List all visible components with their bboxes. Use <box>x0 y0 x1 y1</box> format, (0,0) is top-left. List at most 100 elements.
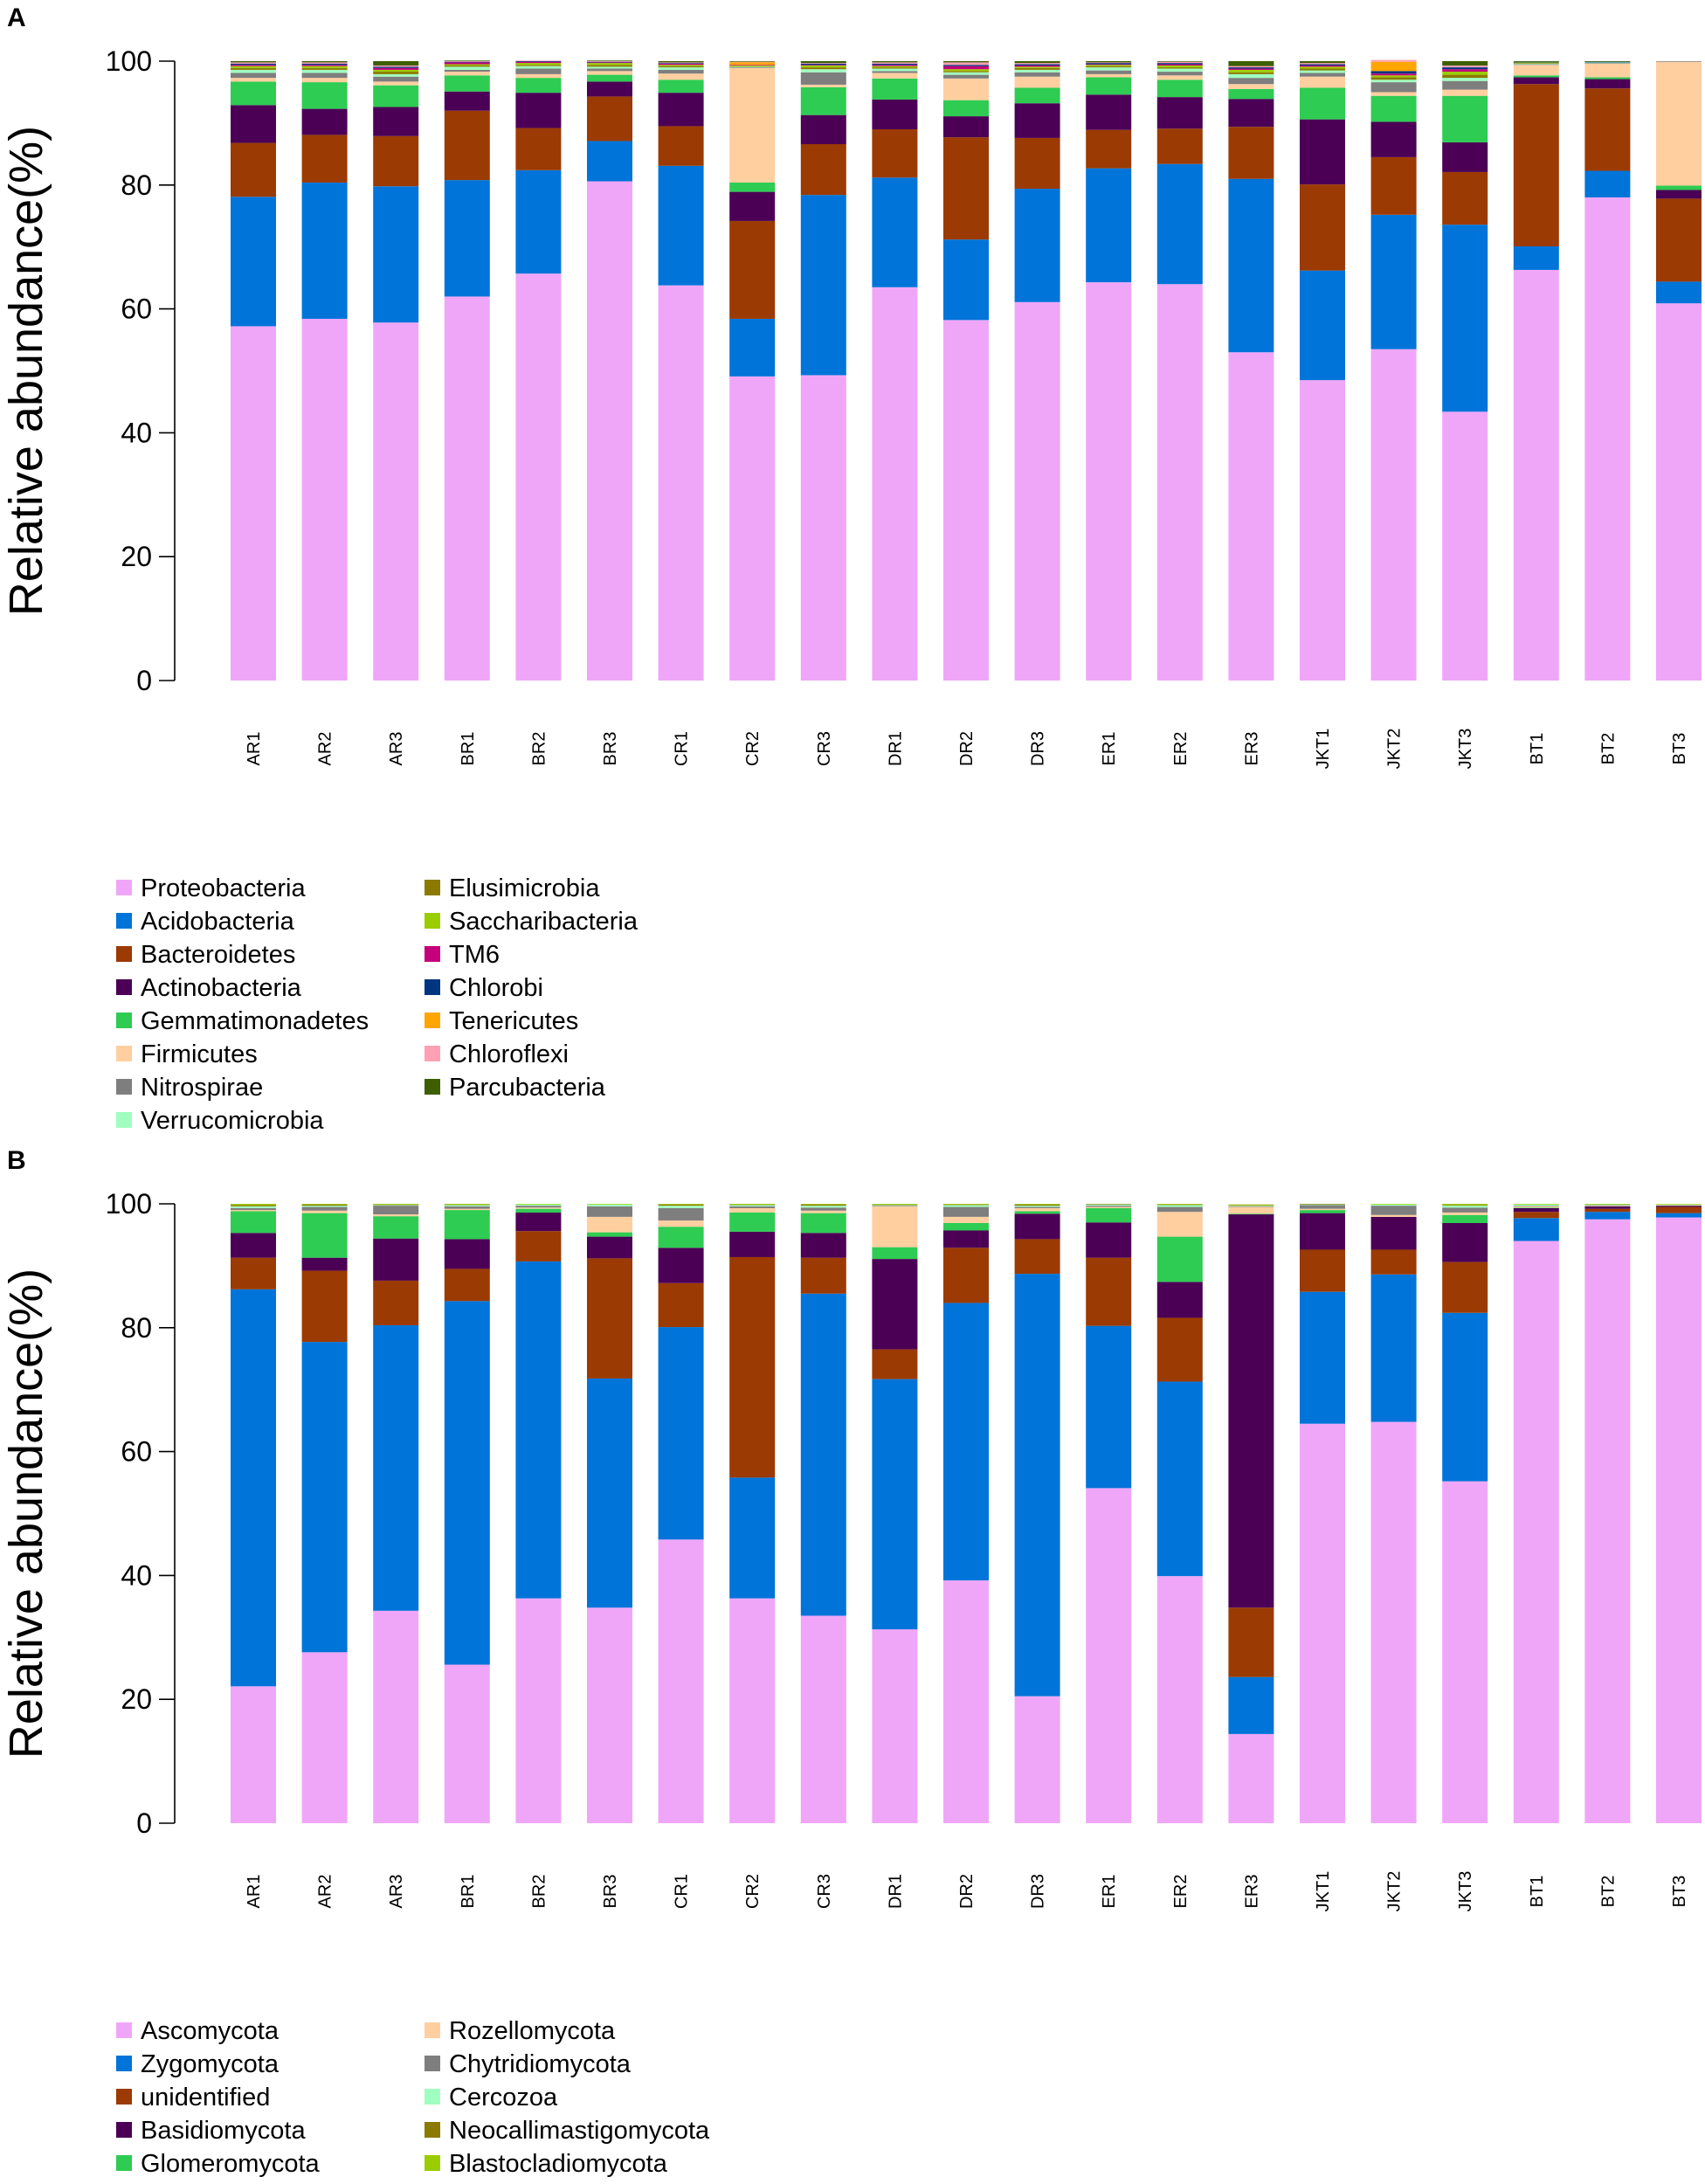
bar-segment-neocallimastigomycota-cr1 <box>658 1204 704 1206</box>
bar-segment-ascomycota-dr3 <box>1014 1696 1060 1823</box>
x-tick-label-cr2: CR2 <box>743 731 763 766</box>
x-tick-label-ar3: AR3 <box>387 1875 406 1909</box>
bar-segment-neocallimastigomycota-dr1 <box>872 1204 918 1206</box>
bar-segment-gemmatimonadetes-dr2 <box>943 100 989 117</box>
bar-segment-blastocladiomycota-ar3 <box>373 1204 419 1205</box>
bar-segment-verrucomicrobia-br1 <box>444 66 490 70</box>
bar-segment-ascomycota-er3 <box>1228 1733 1274 1823</box>
legend-swatch-actinobacteria <box>116 979 132 995</box>
x-tick-label-dr3: DR3 <box>1029 1874 1048 1909</box>
legend-label-nitrospirae: Nitrospirae <box>141 1074 263 1102</box>
bar-segment-basidiomycota-dr3 <box>1014 1213 1060 1240</box>
bar-segment-zygomycota-dr1 <box>872 1379 918 1630</box>
legend-label-chlorobi: Chlorobi <box>449 974 543 1002</box>
bar-segment-bacteroidetes-cr3 <box>800 144 846 196</box>
bar-segment-chytridiomycota-er2 <box>1156 1206 1203 1213</box>
bar-segment-acidobacteria-br2 <box>515 169 562 274</box>
x-tick-label-br3: BR3 <box>601 1875 620 1909</box>
bar-segment-chloroflexi-ar2 <box>301 62 348 64</box>
bar-segment-saccharibacteria-ar1 <box>231 66 276 68</box>
legend-swatch-chlorobi <box>425 979 440 995</box>
bar-segment-zygomycota-er2 <box>1156 1381 1203 1577</box>
bar-segment-chlorobi-jkt2 <box>1370 71 1417 74</box>
bar-segment-nitrospirae-dr2 <box>943 74 989 79</box>
bar-segment-basidiomycota-er3 <box>1228 1214 1274 1608</box>
bar-segment-unidentified-dr3 <box>1014 1239 1060 1275</box>
bar-segment-proteobacteria-er2 <box>1156 284 1203 681</box>
legend-label-ascomycota: Ascomycota <box>141 2017 280 2045</box>
bar-segment-unidentified-cr3 <box>800 1257 846 1294</box>
bar-segment-gemmatimonadetes-dr1 <box>872 78 918 100</box>
bar-segment-actinobacteria-dr1 <box>872 99 918 129</box>
bar-segment-bacteroidetes-jkt1 <box>1300 184 1345 271</box>
bar-segment-verrucomicrobia-ar2 <box>301 69 348 73</box>
bar-segment-glomeromycota-dr3 <box>1014 1211 1060 1214</box>
bar-segment-actinobacteria-er3 <box>1228 99 1274 128</box>
bar-segment-nitrospirae-er3 <box>1228 78 1274 85</box>
bar-segment-unidentified-br1 <box>444 1268 490 1302</box>
bar-segment-gemmatimonadetes-ar2 <box>301 82 348 109</box>
bar-segment-zygomycota-jkt3 <box>1442 1312 1488 1482</box>
y-axis-label: Relative abundance(%) <box>0 1268 52 1759</box>
bar-segment-zygomycota-ar3 <box>373 1324 419 1611</box>
bar-segment-elusimicrobia-ar1 <box>231 67 276 70</box>
bar-segment-tm6-ar3 <box>373 67 419 70</box>
bar-segment-rozellomycota-br2 <box>515 1207 562 1209</box>
bar-segment-zygomycota-ar2 <box>301 1342 348 1653</box>
legend-swatch-zygomycota <box>116 2056 132 2071</box>
bar-segment-blastocladiomycota-br2 <box>515 1204 562 1205</box>
bar-segment-tenericutes-jkt2 <box>1370 61 1417 72</box>
bar-segment-basidiomycota-jkt2 <box>1370 1216 1417 1250</box>
legend-label-blastocladiomycota: Blastocladiomycota <box>449 2150 668 2178</box>
legend-swatch-tm6 <box>425 946 440 962</box>
bar-segment-unidentified-dr2 <box>943 1248 989 1303</box>
x-tick-label-ar2: AR2 <box>316 732 335 766</box>
legend-swatch-acidobacteria <box>116 913 132 929</box>
x-tick-label-cr3: CR3 <box>815 731 834 766</box>
bar-segment-saccharibacteria-bt1 <box>1513 62 1559 64</box>
bar-segment-cercozoa-ar3 <box>373 1205 419 1206</box>
bar-segment-rozellomycota-er2 <box>1156 1212 1203 1237</box>
legend-label-zygomycota: Zygomycota <box>141 2050 280 2078</box>
bar-segment-proteobacteria-jkt3 <box>1442 411 1488 681</box>
y-tick-label: 0 <box>136 1807 152 1839</box>
bar-segment-glomeromycota-br3 <box>587 1232 632 1237</box>
x-tick-label-jkt3: JKT3 <box>1456 1871 1475 1912</box>
bar-segment-chytridiomycota-jkt3 <box>1442 1207 1488 1213</box>
bar-segment-chloroflexi-cr1 <box>658 62 704 64</box>
bar-segment-acidobacteria-ar3 <box>373 186 419 323</box>
bar-segment-elusimicrobia-cr2 <box>729 66 776 67</box>
x-tick-label-er2: ER2 <box>1171 732 1191 766</box>
bar-segment-chytridiomycota-ar3 <box>373 1206 419 1215</box>
bar-segment-gemmatimonadetes-er1 <box>1086 77 1132 95</box>
bar-segment-rozellomycota-bt1 <box>1513 1206 1559 1208</box>
x-tick-label-cr2: CR2 <box>743 1874 763 1909</box>
bar-segment-nitrospirae-br3 <box>587 68 632 72</box>
legend-label-cercozoa: Cercozoa <box>449 2084 558 2111</box>
y-tick-label: 20 <box>121 1683 152 1715</box>
bar-segment-basidiomycota-cr2 <box>729 1231 776 1257</box>
y-tick-label: 60 <box>121 294 152 325</box>
bar-segment-rozellomycota-jkt3 <box>1442 1212 1488 1215</box>
bar-segment-proteobacteria-cr3 <box>800 375 846 681</box>
bar-segment-zygomycota-bt3 <box>1656 1213 1702 1218</box>
bar-segment-bacteroidetes-cr1 <box>658 126 704 166</box>
bar-segment-glomeromycota-ar2 <box>301 1213 348 1258</box>
bar-segment-basidiomycota-er1 <box>1086 1222 1132 1258</box>
bar-segment-elusimicrobia-dr3 <box>1014 67 1060 70</box>
bar-segment-glomeromycota-er3 <box>1228 1213 1274 1215</box>
bar-segment-blastocladiomycota-br1 <box>444 1204 490 1205</box>
bar-segment-actinobacteria-bt2 <box>1584 79 1631 89</box>
bar-segment-unidentified-bt3 <box>1656 1206 1702 1213</box>
legend-label-acidobacteria: Acidobacteria <box>141 908 295 936</box>
bar-segment-actinobacteria-cr3 <box>800 114 846 145</box>
bar-segment-actinobacteria-dr2 <box>943 116 989 138</box>
bar-segment-proteobacteria-dr3 <box>1014 301 1060 681</box>
x-tick-label-br2: BR2 <box>529 732 549 766</box>
bar-segment-proteobacteria-er3 <box>1228 352 1274 681</box>
bar-segment-saccharibacteria-dr2 <box>943 69 989 72</box>
bar-segment-ascomycota-bt3 <box>1656 1217 1702 1823</box>
x-tick-label-bt3: BT3 <box>1670 733 1689 765</box>
bar-segment-unidentified-jkt3 <box>1442 1261 1488 1313</box>
bar-segment-tm6-ar1 <box>231 65 276 66</box>
